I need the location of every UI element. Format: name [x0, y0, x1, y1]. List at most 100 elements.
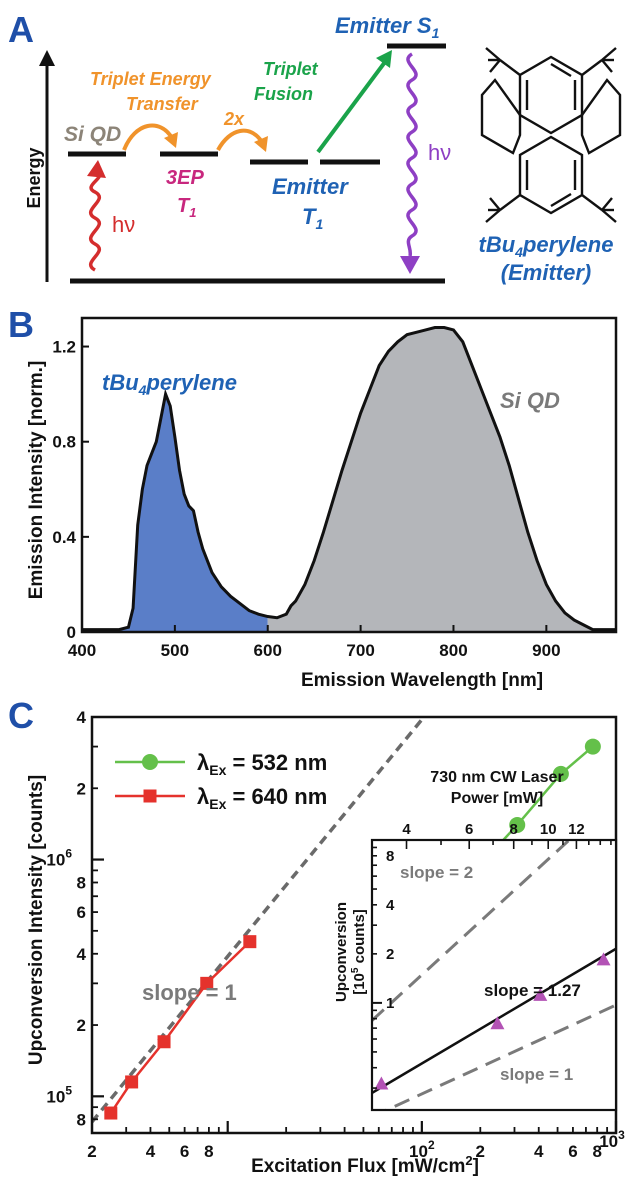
b-xtick-label: 600 — [254, 641, 282, 660]
b-ytick-label: 1.2 — [52, 338, 76, 357]
inset-slope-1-label: slope = 1 — [500, 1065, 573, 1084]
c-point-640 — [125, 1075, 139, 1089]
c-ytick-label-major: 106 — [46, 847, 72, 870]
c-xtick-label: 8 — [592, 1142, 601, 1161]
emission-wavy-arrow — [406, 52, 418, 257]
c-ytick-label: 8 — [77, 1110, 86, 1129]
perylene-emission-area — [82, 394, 268, 632]
c-slope-1-label: slope = 1 — [142, 980, 237, 1005]
c-ytick-label: 2 — [77, 779, 86, 798]
tbu4perylene-structure-icon — [480, 47, 622, 223]
molecule-label-2: (Emitter) — [501, 260, 591, 285]
molecule-label-1: tBu4perylene — [479, 232, 614, 260]
fusion-arrow — [316, 60, 387, 154]
c-point-640 — [200, 976, 214, 990]
c-point-640 — [157, 1035, 171, 1049]
excitation-arrowhead — [87, 160, 106, 178]
c-ytick-label: 8 — [77, 873, 86, 892]
inset-ylabel-line1: Upconversion — [333, 902, 350, 1002]
inset-slope-fit-label: slope = 1.27 — [484, 981, 581, 1000]
c-ytick-label: 2 — [77, 1016, 86, 1035]
energy-axis-arrowhead — [39, 50, 55, 66]
c-ytick-label: 4 — [77, 945, 87, 964]
inset-ytick-label: 2 — [386, 946, 394, 963]
panel-c-letter: C — [8, 695, 34, 736]
c-xtick-label: 2 — [476, 1142, 485, 1161]
emitter-t1-label-1: Emitter — [272, 174, 349, 199]
emission-spectrum-line — [82, 326, 616, 632]
two-x-label: 2x — [223, 109, 245, 129]
panel-a-letter: A — [8, 9, 34, 50]
b-xtick-label: 400 — [68, 641, 96, 660]
inset-xtick-label: 8 — [510, 821, 518, 838]
two-x-curved-arrow — [216, 128, 264, 152]
b-ytick-label: 0 — [67, 623, 76, 642]
c-xtick-label: 2 — [87, 1142, 96, 1161]
b-annotation-siqd: Si QD — [500, 388, 560, 413]
c-xtick-label-major: 103 — [599, 1128, 625, 1151]
c-xtick-label: 4 — [146, 1142, 156, 1161]
b-axes-frame — [80, 316, 618, 634]
c-ytick-label-major: 105 — [46, 1083, 72, 1106]
b-xtick-label: 700 — [346, 641, 374, 660]
inset-xtick-label: 10 — [540, 821, 557, 838]
tet-arrowhead — [164, 132, 178, 148]
c-legend-label: λEx = 532 nm — [197, 750, 327, 778]
inset-fit-line — [372, 947, 616, 1095]
c-ytick-label: 4 — [77, 708, 87, 727]
inset-xtick-label: 12 — [568, 821, 585, 838]
c-point-640 — [243, 935, 257, 949]
panel-a: A Energy Si QD Triplet Energy Transfer 3… — [8, 9, 622, 285]
c-point-532 — [509, 816, 526, 833]
inset-xtick-label: 6 — [465, 821, 473, 838]
b-ytick-label: 0.8 — [52, 433, 76, 452]
inset-xlabel-line2: Power [mW] — [451, 790, 543, 807]
panel-b-letter: B — [8, 304, 34, 345]
inset-point — [533, 987, 548, 1001]
panel-b: B 400 500 600 700 800 900 0 0.4 0.8 1.2 tBu4peryle… — [8, 304, 618, 691]
emission-arrowhead — [400, 256, 420, 274]
b-xtick-label: 900 — [532, 641, 560, 660]
inset-guide-line — [383, 1003, 616, 1110]
emitter-t1-label-2: T1 — [302, 204, 323, 232]
c-legend-marker — [143, 789, 157, 803]
energy-axis-label: Energy — [24, 147, 44, 208]
inset-guide-line — [372, 840, 572, 1022]
fusion-label-1: Triplet — [263, 59, 319, 79]
c-xtick-label: 4 — [534, 1142, 544, 1161]
emission-hv-label: hν — [428, 140, 451, 165]
inset-xtick-label: 4 — [402, 821, 411, 838]
two-x-arrowhead — [254, 136, 268, 152]
c-xtick-label: 8 — [204, 1142, 213, 1161]
b-ylabel: Emission Intensity [norm.] — [26, 361, 47, 600]
c-point-532 — [584, 738, 601, 755]
tet-label-2: Transfer — [126, 94, 199, 114]
b-annotation-perylene: tBu4perylene — [102, 370, 237, 398]
inset-axes-frame — [370, 838, 618, 1112]
inset-ytick-label: 8 — [386, 848, 394, 865]
inset-slope-2-label: slope = 2 — [400, 863, 473, 882]
c-point-640 — [104, 1106, 118, 1120]
b-xtick-label: 800 — [439, 641, 467, 660]
c-xtick-label: 6 — [568, 1142, 577, 1161]
b-ytick-label: 0.4 — [52, 528, 76, 547]
inset-point — [596, 952, 611, 966]
si-qd-label: Si QD — [64, 123, 121, 146]
tet-curved-arrow — [122, 123, 174, 151]
tet-label-1: Triplet Energy — [90, 69, 212, 89]
c-legend-marker — [142, 754, 158, 770]
excitation-hv-label: hν — [112, 212, 135, 237]
inset-ytick-label: 1 — [386, 995, 394, 1012]
c-point-532 — [552, 765, 569, 782]
inset-ytick-label: 4 — [386, 897, 395, 914]
c-slope-1-reference-line — [92, 717, 427, 1123]
fusion-arrowhead — [376, 50, 392, 68]
c-ytick-label: 6 — [77, 903, 86, 922]
inset-ylabel-line2: [105 counts] — [350, 909, 368, 995]
tep-label-2: T1 — [177, 195, 196, 220]
fusion-label-2: Fusion — [254, 84, 313, 104]
inset-background — [372, 840, 616, 1110]
